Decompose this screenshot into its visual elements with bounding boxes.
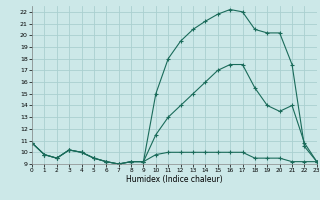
X-axis label: Humidex (Indice chaleur): Humidex (Indice chaleur) bbox=[126, 175, 223, 184]
